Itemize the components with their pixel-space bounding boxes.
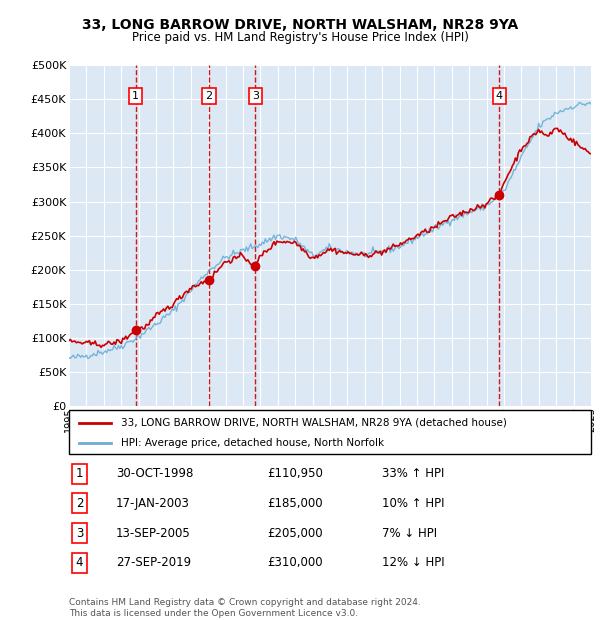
Text: 27-SEP-2019: 27-SEP-2019: [116, 557, 191, 569]
Text: 3: 3: [252, 91, 259, 101]
Text: 2: 2: [205, 91, 212, 101]
Text: 33% ↑ HPI: 33% ↑ HPI: [382, 467, 445, 480]
Text: 12% ↓ HPI: 12% ↓ HPI: [382, 557, 445, 569]
Text: 10% ↑ HPI: 10% ↑ HPI: [382, 497, 445, 510]
Text: Contains HM Land Registry data © Crown copyright and database right 2024.
This d: Contains HM Land Registry data © Crown c…: [69, 598, 421, 618]
Text: £205,000: £205,000: [268, 527, 323, 539]
Text: 7% ↓ HPI: 7% ↓ HPI: [382, 527, 437, 539]
Text: 4: 4: [76, 557, 83, 569]
Text: 17-JAN-2003: 17-JAN-2003: [116, 497, 190, 510]
Text: 30-OCT-1998: 30-OCT-1998: [116, 467, 193, 480]
Text: £310,000: £310,000: [268, 557, 323, 569]
Text: 13-SEP-2005: 13-SEP-2005: [116, 527, 191, 539]
Text: 33, LONG BARROW DRIVE, NORTH WALSHAM, NR28 9YA (detached house): 33, LONG BARROW DRIVE, NORTH WALSHAM, NR…: [121, 418, 507, 428]
Text: HPI: Average price, detached house, North Norfolk: HPI: Average price, detached house, Nort…: [121, 438, 385, 448]
Text: 33, LONG BARROW DRIVE, NORTH WALSHAM, NR28 9YA: 33, LONG BARROW DRIVE, NORTH WALSHAM, NR…: [82, 18, 518, 32]
Text: Price paid vs. HM Land Registry's House Price Index (HPI): Price paid vs. HM Land Registry's House …: [131, 31, 469, 43]
Text: £185,000: £185,000: [268, 497, 323, 510]
Text: 1: 1: [76, 467, 83, 480]
Text: 1: 1: [132, 91, 139, 101]
Text: 2: 2: [76, 497, 83, 510]
Text: £110,950: £110,950: [268, 467, 323, 480]
Text: 4: 4: [496, 91, 503, 101]
Text: 3: 3: [76, 527, 83, 539]
